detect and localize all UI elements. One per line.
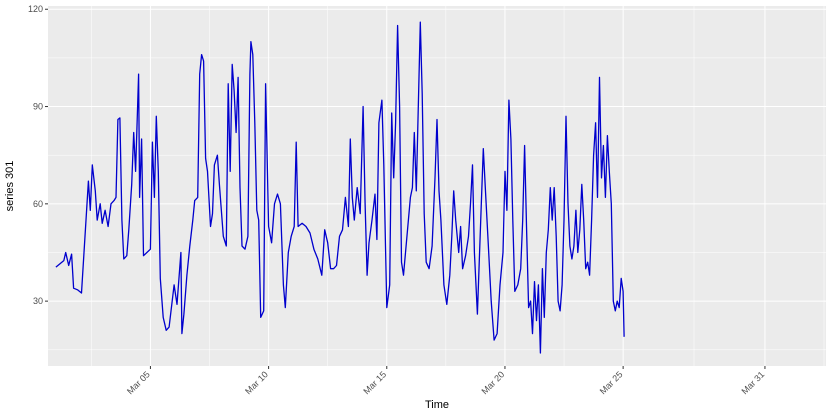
x-tick-label: Mar 05 [125,369,152,396]
x-tick-label: Mar 15 [361,369,388,396]
x-axis-title: Time [425,399,449,411]
y-tick-label: 60 [33,199,43,209]
x-axis-ticks: Mar 05 Mar 10 Mar 15 Mar 20 Mar 25 Mar 31 [125,366,766,396]
x-tick-label: Mar 31 [739,369,766,396]
y-axis-title: series 301 [4,161,16,212]
x-tick-label: Mar 20 [479,369,506,396]
x-tick-label: Mar 25 [598,369,625,396]
y-axis-ticks: 30 60 90 120 [28,4,48,306]
y-tick-label: 90 [33,102,43,112]
series-line [55,21,625,354]
plot-panel [48,6,826,366]
x-tick-label: Mar 10 [243,369,270,396]
y-tick-label: 120 [28,4,43,14]
y-tick-label: 30 [33,296,43,306]
